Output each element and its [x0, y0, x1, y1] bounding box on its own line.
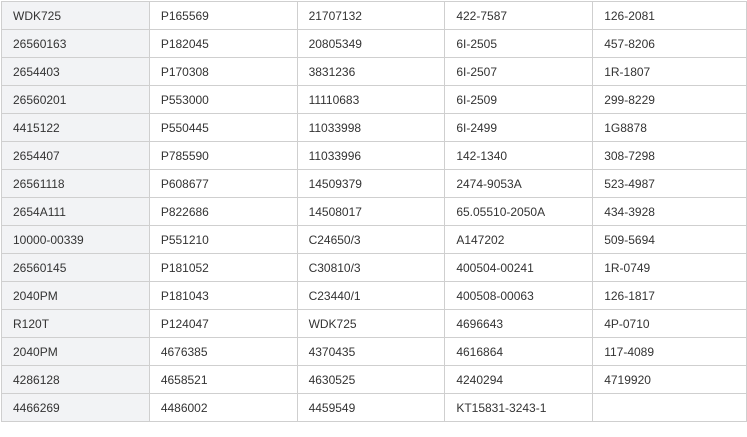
table-cell: KT15831-3243-1 — [444, 393, 594, 422]
table-cell: 4P-0710 — [592, 309, 747, 338]
table-row: 26560163 P182045 20805349 6I-2505 457-8206 — [1, 29, 747, 58]
table-cell: 4466269 — [1, 393, 150, 422]
table-cell: P608677 — [148, 169, 298, 198]
table-cell: 509-5694 — [592, 225, 747, 254]
table-cell: 299-8229 — [592, 85, 747, 114]
table-cell: 65.05510-2050A — [444, 197, 594, 226]
table-cell: P165569 — [148, 1, 298, 30]
table-row: 4415122 P550445 11033998 6I-2499 1G8878 — [1, 113, 747, 142]
table-cell: 434-3928 — [592, 197, 747, 226]
table-cell: R120T — [1, 309, 150, 338]
table-cell: 26560145 — [1, 253, 150, 282]
table-cell: 1G8878 — [592, 113, 747, 142]
table-cell: P181052 — [148, 253, 298, 282]
table-cell: P182045 — [148, 29, 298, 58]
table-cell: 2654407 — [1, 141, 150, 170]
table-body: WDK725 P165569 21707132 422-7587 126-2081 265… — [1, 1, 747, 422]
table-cell: P785590 — [148, 141, 298, 170]
table-cell: 6I-2507 — [444, 57, 594, 86]
table-cell: 11033996 — [296, 141, 446, 170]
table-cell: 4370435 — [296, 337, 446, 366]
table-cell: 21707132 — [296, 1, 446, 30]
table-cell: 4696643 — [444, 309, 594, 338]
table-cell: 4630525 — [296, 365, 446, 394]
table-row: 4286128 4658521 4630525 4240294 4719920 — [1, 365, 747, 394]
table-cell: 523-4987 — [592, 169, 747, 198]
table-cell: 422-7587 — [444, 1, 594, 30]
table-cell: 26560201 — [1, 85, 150, 114]
table-cell: 10000-00339 — [1, 225, 150, 254]
table-cell: 4459549 — [296, 393, 446, 422]
table-cell: 1R-1807 — [592, 57, 747, 86]
table-cell: 14509379 — [296, 169, 446, 198]
table-cell: A147202 — [444, 225, 594, 254]
table-cell: 400508-00063 — [444, 281, 594, 310]
table-cell: 11110683 — [296, 85, 446, 114]
table-cell: P170308 — [148, 57, 298, 86]
table-cell: 2040PM — [1, 337, 150, 366]
table-cell: 142-1340 — [444, 141, 594, 170]
table-cell: P822686 — [148, 197, 298, 226]
table-cell: 4486002 — [148, 393, 298, 422]
table-row: WDK725 P165569 21707132 422-7587 126-2081 — [1, 1, 747, 30]
table-cell: 308-7298 — [592, 141, 747, 170]
table-cell: 1R-0749 — [592, 253, 747, 282]
table-cell: 6I-2509 — [444, 85, 594, 114]
table-row: 26560145 P181052 C30810/3 400504-00241 1R-07… — [1, 253, 747, 282]
table-cell: WDK725 — [1, 1, 150, 30]
table-row: 10000-00339 P551210 C24650/3 A147202 509-569… — [1, 225, 747, 254]
table-cell: P551210 — [148, 225, 298, 254]
table-cell: 4240294 — [444, 365, 594, 394]
table-row: 26561118 P608677 14509379 2474-9053A 523-498… — [1, 169, 747, 198]
table-cell: P181043 — [148, 281, 298, 310]
table-cell: 4676385 — [148, 337, 298, 366]
table-cell: 2654403 — [1, 57, 150, 86]
table-cell: 117-4089 — [592, 337, 747, 366]
table-cell: 457-8206 — [592, 29, 747, 58]
table-cell: P553000 — [148, 85, 298, 114]
table-cell: 4658521 — [148, 365, 298, 394]
table-row: 2654407 P785590 11033996 142-1340 308-7298 — [1, 141, 747, 170]
table-cell: P124047 — [148, 309, 298, 338]
table-row: 2040PM 4676385 4370435 4616864 117-4089 — [1, 337, 747, 366]
table-row: 2654A111 P822686 14508017 65.05510-2050A 434… — [1, 197, 747, 226]
table-cell: 20805349 — [296, 29, 446, 58]
table-cell: 6I-2505 — [444, 29, 594, 58]
table-cell: 126-1817 — [592, 281, 747, 310]
table-row: 2040PM P181043 C23440/1 400508-00063 126-181… — [1, 281, 747, 310]
table-row: 26560201 P553000 11110683 6I-2509 299-8229 — [1, 85, 747, 114]
table-cell: 3831236 — [296, 57, 446, 86]
table-cell: C24650/3 — [296, 225, 446, 254]
table-row: R120T P124047 WDK725 4696643 4P-0710 — [1, 309, 747, 338]
table-row: 2654403 P170308 3831236 6I-2507 1R-1807 — [1, 57, 747, 86]
table-cell: 14508017 — [296, 197, 446, 226]
table-cell: 26560163 — [1, 29, 150, 58]
table-cell: 26561118 — [1, 169, 150, 198]
table-row: 4466269 4486002 4459549 KT15831-3243-1 — [1, 393, 747, 422]
table-cell: 2654A111 — [1, 197, 150, 226]
table-cell: P550445 — [148, 113, 298, 142]
table-cell: C30810/3 — [296, 253, 446, 282]
table-cell: WDK725 — [296, 309, 446, 338]
table-cell: 4415122 — [1, 113, 150, 142]
table-cell: 4616864 — [444, 337, 594, 366]
table-cell: 126-2081 — [592, 1, 747, 30]
table-cell: 2040PM — [1, 281, 150, 310]
table-cell: 2474-9053A — [444, 169, 594, 198]
table-cell: 6I-2499 — [444, 113, 594, 142]
table-cell: C23440/1 — [296, 281, 446, 310]
table-cell: 4719920 — [592, 365, 747, 394]
table-cell: 4286128 — [1, 365, 150, 394]
table-cell — [592, 393, 747, 422]
part-cross-reference-table: WDK725 P165569 21707132 422-7587 126-2081 265… — [1, 1, 747, 422]
table-cell: 400504-00241 — [444, 253, 594, 282]
table-cell: 11033998 — [296, 113, 446, 142]
